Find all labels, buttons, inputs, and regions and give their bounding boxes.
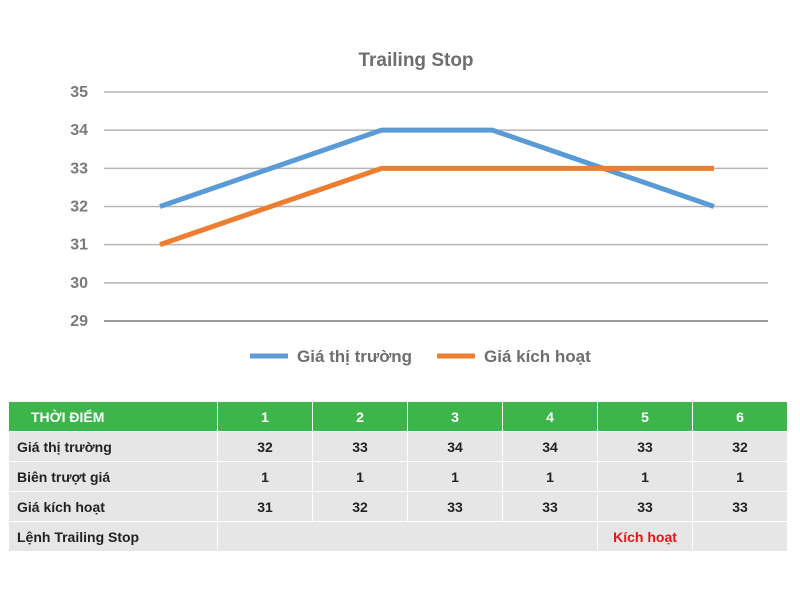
- header-cell: 1: [217, 401, 313, 432]
- chart-title: Trailing Stop: [358, 50, 473, 71]
- order-row-label: Lệnh Trailing Stop: [8, 521, 218, 552]
- row-label: Biên trượt giá: [8, 461, 218, 492]
- y-axis-ticks: 29 30 31 32 33 34 35: [70, 84, 88, 330]
- series-line: [159, 127, 715, 209]
- header-cell: 3: [407, 401, 503, 432]
- table-cell: 31: [217, 491, 313, 522]
- header-label: THỜI ĐIỂM: [8, 401, 218, 432]
- table-row: Giá thị trường 32 33 34 34 33 32: [8, 431, 788, 462]
- data-table: THỜI ĐIỂM 1 2 3 4 5 6 Giá thị trường 32 …: [8, 401, 788, 552]
- series-lines: [159, 127, 715, 248]
- table-row: Biên trượt giá 1 1 1 1 1 1: [8, 461, 788, 492]
- header-cell: 6: [692, 401, 788, 432]
- table-header-row: THỜI ĐIỂM 1 2 3 4 5 6: [8, 401, 788, 432]
- table-row: Giá kích hoạt 31 32 33 33 33 33: [8, 491, 788, 522]
- table-cell: 34: [502, 431, 598, 462]
- table-cell: 1: [692, 461, 788, 492]
- table-cell: 1: [597, 461, 693, 492]
- legend-label: Giá thị trường: [297, 347, 412, 366]
- y-tick-label: 30: [70, 275, 88, 292]
- table-cell: 33: [692, 491, 788, 522]
- series-line: [159, 165, 714, 248]
- gridlines: [104, 91, 768, 322]
- header-cell: 5: [597, 401, 693, 432]
- table-cell: 32: [312, 491, 408, 522]
- y-tick-label: 35: [70, 84, 88, 101]
- table-cell: 1: [217, 461, 313, 492]
- y-tick-label: 34: [70, 122, 88, 139]
- table-cell: 34: [407, 431, 503, 462]
- table-cell: 33: [502, 491, 598, 522]
- table-cell: 32: [217, 431, 313, 462]
- table-cell: 33: [597, 491, 693, 522]
- row-label: Giá kích hoạt: [8, 491, 218, 522]
- table-cell: 1: [407, 461, 503, 492]
- table-cell: 33: [312, 431, 408, 462]
- y-tick-label: 29: [70, 313, 88, 330]
- legend-label: Giá kích hoạt: [484, 347, 591, 366]
- y-tick-label: 33: [70, 160, 88, 177]
- row-label: Giá thị trường: [8, 431, 218, 462]
- header-cell: 2: [312, 401, 408, 432]
- table-cell: 32: [692, 431, 788, 462]
- order-row: Lệnh Trailing Stop Kích hoạt: [8, 521, 788, 552]
- y-tick-label: 32: [70, 199, 88, 216]
- trigger-status: Kích hoạt: [597, 521, 693, 552]
- table-cell: 1: [502, 461, 598, 492]
- empty-cell: [692, 521, 788, 552]
- table-cell: 33: [597, 431, 693, 462]
- y-tick-label: 31: [70, 237, 88, 254]
- header-cell: 4: [502, 401, 598, 432]
- table-cell: 1: [312, 461, 408, 492]
- legend: Giá thị trường Giá kích hoạt: [250, 347, 591, 366]
- empty-cell: [217, 521, 598, 552]
- table-cell: 33: [407, 491, 503, 522]
- line-chart: Trailing Stop 29 30 31 32 33 34 35 Giá thị trư…: [70, 50, 768, 366]
